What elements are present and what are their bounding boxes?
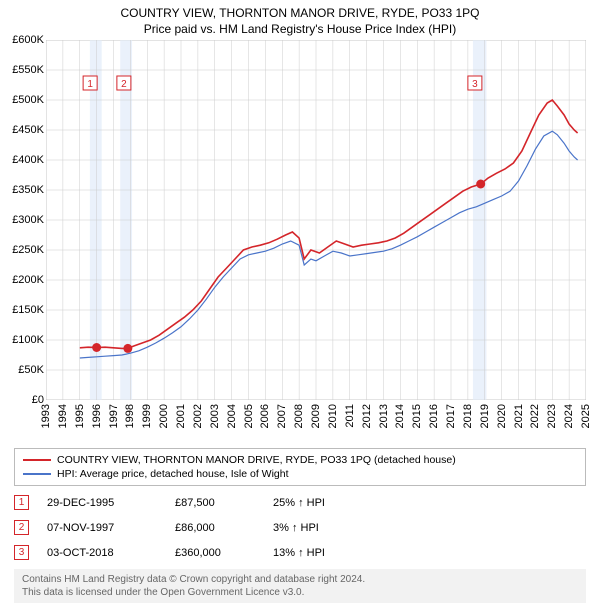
x-tick-label: 2024 [563,404,575,428]
y-tick-label: £300K [2,214,44,226]
svg-text:1: 1 [87,79,93,90]
x-tick-label: 1995 [74,404,86,428]
y-tick-label: £350K [2,184,44,196]
y-axis: £0£50K£100K£150K£200K£250K£300K£350K£400… [0,40,44,400]
x-tick-label: 2013 [378,404,390,428]
y-tick-label: £50K [2,364,44,376]
x-tick-label: 1997 [108,404,120,428]
legend-swatch [23,459,51,461]
x-tick-label: 2004 [226,404,238,428]
chart-legend: COUNTRY VIEW, THORNTON MANOR DRIVE, RYDE… [14,448,586,486]
y-tick-label: £450K [2,124,44,136]
chart-plot: 1 2 3 [46,40,586,400]
y-tick-label: £550K [2,64,44,76]
chart-title: COUNTRY VIEW, THORNTON MANOR DRIVE, RYDE… [0,6,600,20]
x-tick-label: 2021 [513,404,525,428]
event-list: 1 29-DEC-1995 £87,500 25% ↑ HPI 2 07-NOV-1997… [14,490,586,565]
y-tick-label: £400K [2,154,44,166]
x-tick-label: 2009 [310,404,322,428]
x-tick-label: 2006 [259,404,271,428]
y-tick-label: £150K [2,304,44,316]
legend-item: HPI: Average price, detached house, Isle… [23,467,577,481]
event-delta: 3% ↑ HPI [273,522,383,534]
x-tick-label: 2008 [293,404,305,428]
x-tick-label: 1996 [91,404,103,428]
event-date: 07-NOV-1997 [47,522,157,534]
legend-label: HPI: Average price, detached house, Isle… [57,468,289,480]
event-row: 1 29-DEC-1995 £87,500 25% ↑ HPI [14,490,586,515]
x-tick-label: 2000 [158,404,170,428]
x-tick-label: 2011 [344,404,356,428]
x-tick-label: 1994 [57,404,69,428]
legend-label: COUNTRY VIEW, THORNTON MANOR DRIVE, RYDE… [57,454,456,466]
y-tick-label: £500K [2,94,44,106]
svg-text:2: 2 [121,79,127,90]
x-tick-label: 2023 [546,404,558,428]
event-marker-box: 1 [14,495,29,510]
event-price: £360,000 [175,547,255,559]
x-tick-label: 2014 [394,404,406,428]
chart-subtitle: Price paid vs. HM Land Registry's House … [0,22,600,36]
event-row: 2 07-NOV-1997 £86,000 3% ↑ HPI [14,515,586,540]
footer-attribution: Contains HM Land Registry data © Crown c… [14,569,586,603]
x-tick-label: 2025 [580,404,592,428]
footer-line: Contains HM Land Registry data © Crown c… [22,573,578,586]
y-tick-label: £100K [2,334,44,346]
x-tick-label: 2017 [445,404,457,428]
x-tick-label: 2022 [529,404,541,428]
x-tick-label: 2003 [209,404,221,428]
event-price: £86,000 [175,522,255,534]
y-tick-label: £200K [2,274,44,286]
event-delta: 25% ↑ HPI [273,497,383,509]
x-tick-label: 1998 [124,404,136,428]
y-tick-label: £600K [2,34,44,46]
x-tick-label: 2012 [361,404,373,428]
y-tick-label: £250K [2,244,44,256]
x-tick-label: 2010 [327,404,339,428]
event-marker-box: 2 [14,520,29,535]
x-tick-label: 1999 [141,404,153,428]
x-tick-label: 2015 [411,404,423,428]
x-tick-label: 2005 [243,404,255,428]
x-tick-label: 2020 [496,404,508,428]
event-price: £87,500 [175,497,255,509]
x-tick-label: 2007 [276,404,288,428]
event-date: 29-DEC-1995 [47,497,157,509]
event-delta: 13% ↑ HPI [273,547,383,559]
event-date: 03-OCT-2018 [47,547,157,559]
x-tick-label: 2019 [479,404,491,428]
x-tick-label: 2018 [462,404,474,428]
event-marker-box: 3 [14,545,29,560]
chart-area: £0 £50K £100K £150K £200K £250K £300K £350K £400… [0,40,600,440]
x-tick-label: 1993 [40,404,52,428]
x-tick-label: 2001 [175,404,187,428]
x-tick-label: 2016 [428,404,440,428]
event-row: 3 03-OCT-2018 £360,000 13% ↑ HPI [14,540,586,565]
svg-text:3: 3 [472,79,478,90]
x-axis: 1993199419951996199719981999200020012002… [46,402,586,440]
footer-line: This data is licensed under the Open Gov… [22,586,578,599]
y-tick-label: £0 [2,394,44,406]
x-tick-label: 2002 [192,404,204,428]
legend-item: COUNTRY VIEW, THORNTON MANOR DRIVE, RYDE… [23,453,577,467]
legend-swatch [23,473,51,474]
